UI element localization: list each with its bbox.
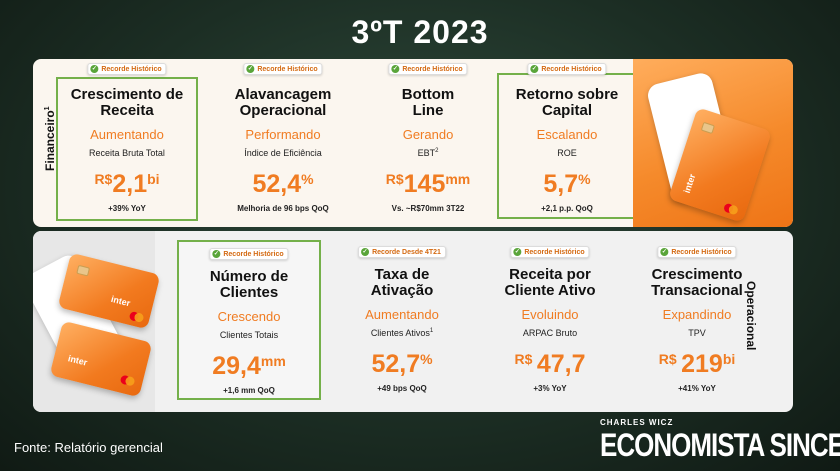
kpi-description: EBT2 [417, 148, 439, 158]
kpi-footnote: +49 bps QoQ [377, 384, 427, 393]
financial-panel: Financeiro1 ✓ Recorde Histórico Crescimen… [33, 59, 793, 227]
check-icon: ✓ [513, 248, 522, 256]
kpi-value: R$2,1bi [94, 170, 160, 198]
source-note: Fonte: Relatório gerencial [14, 440, 163, 455]
check-icon: ✓ [246, 65, 255, 73]
kpi-status: Expandindo [662, 307, 732, 322]
kpi-heading: Crescimento Transacional [651, 266, 743, 299]
kpi-heading: Receita por Cliente Ativo [504, 266, 596, 299]
record-badge: ✓ Recorde Histórico [510, 246, 590, 258]
kpi-description: Clientes Totais [219, 330, 279, 340]
kpi-status: Gerando [402, 127, 454, 142]
kpi-heading: Alavancagem Operacional [234, 86, 332, 119]
kpi-card-return-on-capital: ✓ Recorde Histórico Retorno sobre Capital … [497, 63, 637, 219]
card-brand-logo: inter [109, 293, 132, 309]
kpi-footnote: +1,6 mm QoQ [223, 386, 275, 395]
mastercard-icon [722, 202, 739, 216]
record-badge: ✓ Recorde Histórico [388, 63, 468, 75]
credit-card-image-2: inter [49, 320, 153, 398]
record-badge: ✓ Recorde Histórico [657, 246, 737, 258]
mastercard-icon [119, 374, 136, 387]
kpi-value: 29,4mm [212, 352, 286, 380]
card-chip-icon [76, 264, 91, 277]
kpi-status: Crescendo [217, 309, 281, 324]
record-badge: ✓ Recorde Desde 4T21 [358, 246, 446, 258]
kpi-card-revenue-per-active-client: ✓ Recorde Histórico Receita por Cliente At… [478, 240, 622, 400]
check-icon: ✓ [660, 248, 669, 256]
kpi-footnote: +2,1 p.p. QoQ [541, 204, 593, 213]
hero-image-cards: inter inter [33, 231, 161, 412]
record-badge: ✓ Recorde Histórico [243, 63, 323, 75]
record-badge: ✓ Recorde Histórico [87, 63, 167, 75]
kpi-description: Clientes Ativos1 [370, 328, 434, 338]
mastercard-icon [128, 310, 145, 323]
kpi-value: R$ 219bi [658, 350, 736, 378]
kpi-footnote: +41% YoY [678, 384, 716, 393]
kpi-description: TPV [688, 328, 706, 338]
check-icon: ✓ [361, 248, 370, 256]
kpi-card-bottom-line: ✓ Recorde Histórico Bottom Line Gerando EB… [358, 63, 498, 221]
kpi-card-operating-leverage: ✓ Recorde Histórico Alavancagem Operaciona… [213, 63, 353, 221]
kpi-footnote: +3% YoY [533, 384, 567, 393]
kpi-value: R$ 47,7 [514, 350, 586, 378]
kpi-status: Aumentando [365, 307, 439, 322]
kpi-description: ROE [557, 148, 577, 158]
operational-panel: Operacional inter inter ✓ Recorde Históri… [33, 231, 793, 412]
check-icon: ✓ [212, 250, 221, 258]
kpi-footnote: Vs. ~R$70mm 3T22 [391, 204, 465, 213]
record-badge: ✓ Recorde Histórico [527, 63, 607, 75]
record-badge: ✓ Recorde Histórico [209, 248, 289, 260]
kpi-heading: Taxa de Ativação [370, 266, 434, 299]
brand-author: CHARLES WICZ [600, 418, 674, 427]
hero-image-phone-card: inter [633, 59, 793, 227]
kpi-footnote: +39% YoY [108, 204, 146, 213]
kpi-value: 5,7% [543, 170, 591, 198]
kpi-card-activation-rate: ✓ Recorde Desde 4T21 Taxa de Ativação Aume… [330, 240, 474, 400]
card-brand-logo: inter [67, 353, 89, 368]
kpi-heading: Crescimento de Receita [70, 86, 184, 119]
kpi-status: Escalando [536, 127, 598, 142]
kpi-description: Índice de Eficiência [244, 148, 322, 158]
kpi-footnote: Melhoria de 96 bps QoQ [237, 204, 329, 213]
check-icon: ✓ [90, 65, 99, 73]
card-brand-logo: inter [681, 172, 698, 195]
kpi-heading: Bottom Line [401, 86, 455, 119]
kpi-value: 52,7% [371, 350, 433, 378]
kpi-value: R$145mm [385, 170, 471, 198]
slide-title: 3ºT 2023 [351, 14, 489, 50]
financial-section-label: Financeiro1 [43, 106, 57, 171]
kpi-card-transactional-growth: ✓ Recorde Histórico Crescimento Transacion… [625, 240, 769, 400]
brand-logo: CHARLES WICZ ECONOMISTA SINCERO [600, 418, 840, 462]
kpi-card-revenue-growth: ✓ Recorde Histórico Crescimento de Receita… [56, 63, 198, 221]
card-chip-icon [700, 121, 715, 135]
brand-name: ECONOMISTA SINCERO [600, 425, 840, 464]
check-icon: ✓ [391, 65, 400, 73]
kpi-heading: Número de Clientes [209, 268, 289, 301]
kpi-status: Aumentando [90, 127, 164, 142]
kpi-description: ARPAC Bruto [522, 328, 578, 338]
kpi-value: 52,4% [252, 170, 314, 198]
kpi-heading: Retorno sobre Capital [515, 86, 619, 119]
kpi-status: Evoluindo [521, 307, 579, 322]
kpi-card-number-of-clients: ✓ Recorde Histórico Número de Clientes Cre… [177, 240, 321, 400]
kpi-description: Receita Bruta Total [89, 148, 165, 158]
check-icon: ✓ [530, 65, 539, 73]
kpi-status: Performando [245, 127, 321, 142]
